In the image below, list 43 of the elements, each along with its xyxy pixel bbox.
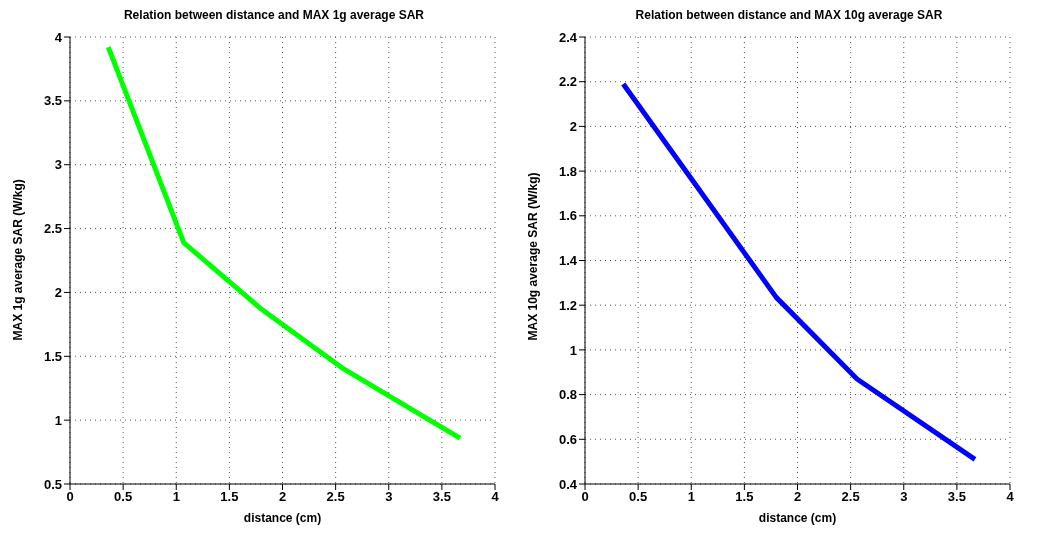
- y-tick-label: 1: [569, 342, 577, 358]
- x-tick-label: 3.5: [947, 489, 966, 505]
- y-tick-label: 2.2: [558, 74, 577, 90]
- y-axis-title: MAX 1g average SAR (W/kg): [11, 179, 26, 341]
- x-axis-title: distance (cm): [243, 511, 322, 525]
- y-tick-label: 1.4: [558, 253, 578, 269]
- x-tick-label: 2.5: [841, 489, 860, 505]
- y-tick-label: 1.8: [558, 163, 577, 179]
- y-tick-label: 2.5: [43, 221, 62, 237]
- y-tick-label: 3: [54, 157, 62, 173]
- x-tick-label: 0: [581, 489, 589, 505]
- y-tick-label: 3.5: [43, 93, 62, 109]
- y-tick-label: 4: [54, 29, 63, 45]
- x-tick-label: 1: [687, 489, 695, 505]
- x-axis-title: distance (cm): [758, 511, 837, 525]
- chart-title: Relation between distance and MAX 10g average SAR: [634, 8, 944, 22]
- x-tick-label: 3.5: [432, 489, 451, 505]
- y-tick-label: 1.5: [43, 348, 62, 364]
- y-tick-label: 1.2: [558, 297, 577, 313]
- y-tick-label: 2: [569, 119, 577, 135]
- x-tick-label: 1.5: [220, 489, 239, 505]
- x-tick-label: 2: [278, 489, 287, 505]
- x-tick-label: 3: [385, 489, 393, 505]
- x-tick-label: 0: [66, 489, 74, 505]
- x-tick-label: 3: [900, 489, 908, 505]
- x-tick-label: 0.5: [114, 489, 133, 505]
- x-tick-label: 4: [491, 489, 500, 505]
- chart-title: Relation between distance and MAX 1g average SAR: [122, 8, 426, 22]
- y-axis-title: MAX 10g average SAR (W/kg): [526, 172, 541, 341]
- y-tick-label: 0.8: [558, 387, 577, 403]
- y-tick-label: 1: [54, 412, 62, 428]
- y-tick-label: 0.4: [558, 476, 578, 492]
- x-tick-label: 2: [793, 489, 802, 505]
- x-tick-label: 2.5: [326, 489, 345, 505]
- y-tick-label: 2.4: [558, 29, 578, 45]
- x-tick-label: 4: [1006, 489, 1015, 505]
- x-tick-label: 0.5: [629, 489, 648, 505]
- y-tick-label: 2: [54, 285, 62, 301]
- x-tick-label: 1.5: [735, 489, 754, 505]
- y-tick-label: 0.5: [43, 476, 62, 492]
- x-tick-label: 1: [172, 489, 180, 505]
- y-tick-label: 0.6: [558, 431, 577, 447]
- y-tick-label: 1.6: [558, 208, 577, 224]
